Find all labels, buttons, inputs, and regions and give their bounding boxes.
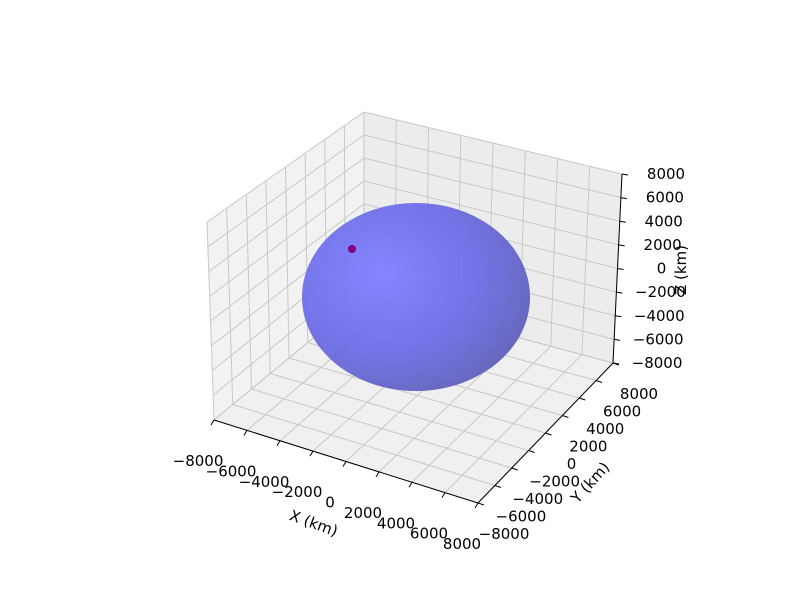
- z-tick-mark: [618, 244, 625, 247]
- x-tick-label: 8000: [443, 535, 481, 553]
- z-tick-mark: [621, 173, 629, 176]
- y-tick-mark: [528, 450, 535, 453]
- z-tick-mark: [617, 268, 624, 270]
- grid-line: [209, 180, 365, 297]
- z-tick-label: 4000: [645, 212, 683, 230]
- y-tick-label: 8000: [620, 385, 658, 403]
- z-axis-label: Z (km): [672, 245, 690, 295]
- x-tick-label: −2000: [272, 483, 323, 501]
- x-tick-label: −6000: [206, 462, 257, 480]
- z-tick-mark: [620, 197, 627, 200]
- x-tick-mark: [342, 461, 347, 467]
- z-tick-mark: [614, 338, 621, 341]
- y-tick-label: −6000: [496, 508, 547, 526]
- data-point: [348, 245, 356, 253]
- grid-line: [363, 134, 621, 199]
- x-tick-mark: [276, 440, 281, 447]
- z-tick-label: 0: [657, 260, 667, 278]
- x-tick-label: 6000: [410, 525, 448, 543]
- grid-line: [206, 111, 365, 223]
- x-tick-mark: [243, 430, 248, 436]
- x-tick-label: −4000: [239, 473, 290, 491]
- y-tick-mark: [562, 415, 569, 418]
- y-tick-mark: [511, 467, 518, 471]
- y-tick-mark: [579, 397, 586, 401]
- z-tick-label: −4000: [634, 307, 685, 325]
- grid-line: [363, 157, 620, 222]
- z-tick-label: 6000: [646, 189, 684, 207]
- y-tick-mark: [477, 502, 485, 506]
- grid-line: [444, 354, 583, 493]
- axis-lines: [210, 173, 629, 509]
- y-tick-mark: [494, 485, 502, 488]
- grid-line: [207, 134, 365, 248]
- y-tick-mark: [545, 432, 552, 436]
- y-tick-label: 2000: [569, 438, 607, 456]
- y-tick-label: −2000: [529, 473, 580, 491]
- grid-line: [363, 111, 623, 175]
- x-tick-label: 0: [325, 494, 335, 512]
- grid-line: [208, 157, 365, 272]
- z-tick-mark: [615, 315, 622, 318]
- x-tick-mark: [474, 502, 479, 509]
- y-tick-label: −4000: [512, 490, 563, 508]
- earth-sphere: [302, 203, 530, 391]
- grid-line: [288, 357, 546, 434]
- x-tick-mark: [441, 492, 446, 498]
- z-tick-labels: −8000 −6000 −4000 −2000 0 2000 4000 6000 8000: [632, 165, 686, 372]
- x-tick-mark: [210, 419, 215, 426]
- data-points: [348, 245, 356, 253]
- y-tick-label: −8000: [479, 525, 530, 543]
- grid-line: [581, 166, 591, 355]
- grid-line: [363, 180, 619, 246]
- z-tick-label: −8000: [632, 354, 683, 372]
- z-tick-label: −6000: [633, 330, 684, 348]
- grid-line: [550, 158, 558, 347]
- x-tick-mark: [408, 481, 413, 488]
- z-tick-label: 2000: [644, 236, 682, 254]
- x-tick-mark: [375, 471, 380, 478]
- z-tick-mark: [616, 291, 623, 294]
- grid-line: [210, 203, 365, 322]
- y-tick-label: 0: [567, 455, 577, 473]
- y-tick-label: 6000: [603, 403, 641, 421]
- y-tick-mark: [612, 362, 620, 366]
- x-tick-label: 2000: [344, 504, 382, 522]
- z-tick-label: 8000: [647, 165, 685, 183]
- x-tick-mark: [309, 450, 314, 457]
- z-tick-mark: [619, 220, 626, 223]
- x-tick-label: 4000: [377, 514, 415, 532]
- grid-line: [411, 345, 552, 483]
- z-tick-label: −2000: [635, 283, 686, 301]
- x-tick-label: −8000: [173, 452, 224, 470]
- y-tick-label: 4000: [586, 420, 624, 438]
- y-tick-mark: [595, 380, 603, 383]
